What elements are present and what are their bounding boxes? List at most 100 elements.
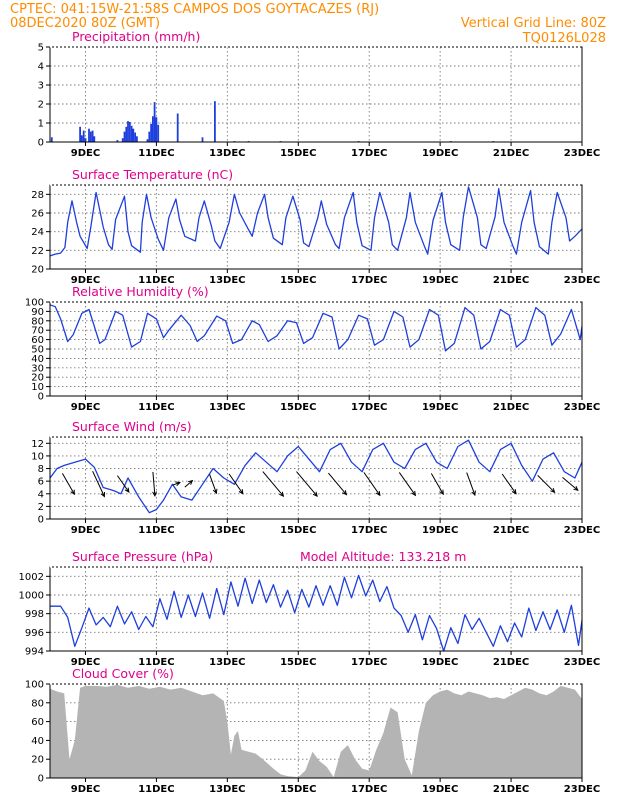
model-id: TQ0126L028 xyxy=(522,31,606,46)
x-tick-label: 21DEC xyxy=(493,148,529,159)
x-tick-label: 15DEC xyxy=(280,525,316,536)
precip-bar xyxy=(214,101,216,142)
x-tick-label: 17DEC xyxy=(351,784,387,795)
temp-panel: 20 22 24 26 28 9DEC 11DEC 13DEC 15DEC 17DEC 19DEC 2… xyxy=(31,167,600,286)
x-tick-label: 9DEC xyxy=(71,525,100,536)
precip-bar xyxy=(153,102,156,142)
precip-bar xyxy=(125,126,128,142)
x-tick-label: 15DEC xyxy=(280,657,316,668)
x-tick-label: 13DEC xyxy=(209,657,245,668)
precip-bar xyxy=(116,140,119,142)
pressure-panel: 994 996 998 1000 1002 9DEC 11DEC 13DEC 15DEC 17DE… xyxy=(19,549,601,668)
y-tick-label: 5 xyxy=(38,43,44,54)
precip-bar xyxy=(146,139,149,142)
x-tick-label: 19DEC xyxy=(422,657,458,668)
y-tick-label: 2 xyxy=(38,502,44,513)
x-tick-label: 13DEC xyxy=(209,525,245,536)
wind-arrow xyxy=(398,472,417,497)
x-tick-label: 9DEC xyxy=(71,784,100,795)
wind-panel-title: Surface Wind (m/s) xyxy=(72,419,192,434)
wind-arrow xyxy=(262,471,285,497)
x-tick-label: 9DEC xyxy=(71,148,100,159)
y-tick-label: 20 xyxy=(31,373,44,384)
y-tick-label: 1000 xyxy=(19,591,44,602)
wind-arrow xyxy=(172,481,181,487)
pressure-series-line xyxy=(50,574,583,652)
wind-arrow xyxy=(296,471,318,497)
precip-panel: 0 1 2 3 4 5 9DEC 11DEC 13DEC 15DEC 17DEC 19DEC 21DEC… xyxy=(38,29,601,159)
y-tick-label: 0 xyxy=(38,392,44,403)
rh-panel-title: Relative Humidity (%) xyxy=(72,284,209,299)
precip-bar xyxy=(89,131,92,142)
wind-arrow xyxy=(501,473,517,495)
y-tick-label: 12 xyxy=(31,439,44,450)
wind-arrow xyxy=(92,470,105,498)
y-tick-label: 4 xyxy=(38,62,44,73)
x-tick-label: 17DEC xyxy=(351,402,387,413)
y-tick-label: 40 xyxy=(31,736,44,747)
x-tick-label: 23DEC xyxy=(564,525,600,536)
x-tick-label: 19DEC xyxy=(422,402,458,413)
wind-arrow xyxy=(328,472,348,496)
wind-arrow xyxy=(430,473,444,496)
x-tick-label: 17DEC xyxy=(351,148,387,159)
wind-arrow xyxy=(209,474,218,495)
wind-arrow xyxy=(363,472,381,497)
x-tick-label: 23DEC xyxy=(564,784,600,795)
precip-bar xyxy=(121,138,124,142)
precip-bar xyxy=(127,121,129,142)
precip-bar xyxy=(84,138,87,142)
wind-arrow xyxy=(537,475,556,494)
vertical-grid-note: Vertical Grid Line: 80Z xyxy=(461,16,606,31)
precip-bar xyxy=(88,128,90,142)
x-tick-label: 19DEC xyxy=(422,525,458,536)
temp-panel-title: Surface Temperature (nC) xyxy=(72,167,233,182)
x-tick-label: 19DEC xyxy=(422,275,458,286)
header: CPTEC: 041:15W-21:58S CAMPOS DOS GOYTACA… xyxy=(10,2,606,46)
x-tick-label: 21DEC xyxy=(493,275,529,286)
precip-bar xyxy=(130,125,133,142)
wind-arrow xyxy=(466,472,476,497)
precip-bar xyxy=(79,126,81,142)
model-altitude-note: Model Altitude: 133.218 m xyxy=(300,549,466,564)
x-tick-label: 9DEC xyxy=(71,402,100,413)
precip-bar xyxy=(50,137,53,143)
y-tick-label: 60 xyxy=(31,335,44,346)
x-tick-label: 15DEC xyxy=(280,148,316,159)
precip-bar xyxy=(93,136,96,142)
x-tick-label: 13DEC xyxy=(209,784,245,795)
precip-gridlines xyxy=(50,47,582,142)
precip-bar xyxy=(201,137,204,143)
precip-bar xyxy=(136,136,138,142)
y-tick-label: 30 xyxy=(31,363,44,374)
y-tick-label: 0 xyxy=(38,515,44,526)
x-tick-label: 11DEC xyxy=(138,525,174,536)
x-tick-label: 23DEC xyxy=(564,402,600,413)
x-tick-label: 9DEC xyxy=(71,657,100,668)
precip-panel-title: Precipitation (mm/h) xyxy=(72,29,200,44)
y-tick-label: 10 xyxy=(31,382,44,393)
precip-bar xyxy=(134,132,136,142)
x-tick-label: 17DEC xyxy=(351,275,387,286)
y-tick-label: 22 xyxy=(31,246,44,257)
precip-bar xyxy=(91,130,94,142)
y-tick-label: 24 xyxy=(31,227,44,238)
rh-gridlines xyxy=(50,302,582,396)
precip-bar xyxy=(123,131,126,142)
y-tick-label: 40 xyxy=(31,354,44,365)
wind-arrow xyxy=(562,477,579,492)
cloud-panel: 0 20 40 60 80 100 9DEC 11DEC 13DEC 15DEC 17DEC 19DE… xyxy=(25,666,600,795)
x-tick-label: 21DEC xyxy=(493,784,529,795)
x-tick-label: 23DEC xyxy=(564,148,600,159)
y-tick-label: 996 xyxy=(25,628,44,639)
x-tick-label: 21DEC xyxy=(493,402,529,413)
y-tick-label: 994 xyxy=(25,647,44,658)
precip-bars xyxy=(50,101,495,143)
y-tick-label: 70 xyxy=(31,326,44,337)
y-tick-label: 1002 xyxy=(19,572,44,583)
run-date: 08DEC2020 80Z (GMT) xyxy=(10,16,160,31)
rh-series-line xyxy=(49,304,583,352)
